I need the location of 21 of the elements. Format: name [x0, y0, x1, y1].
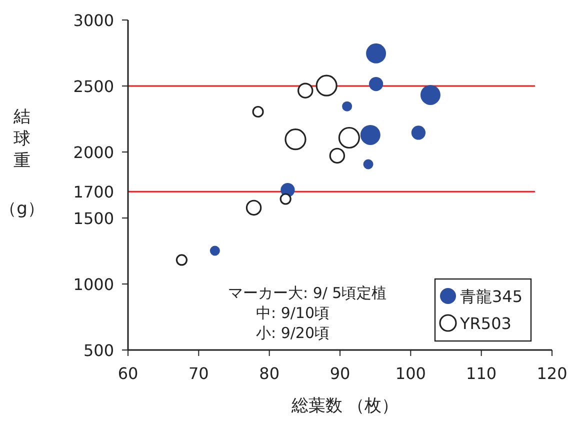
annotation: 小: 9/20頃	[256, 324, 330, 342]
text: 結球重（g）	[0, 107, 44, 219]
ref-line-label: 1700	[73, 182, 114, 202]
legend-label: YR503	[459, 314, 512, 333]
legend-label: 青龍345	[460, 287, 523, 306]
y-tick-label: 1500	[73, 209, 114, 228]
y-tick-label: 500	[83, 341, 114, 360]
y-tick-label: 1000	[73, 275, 114, 294]
x-tick-label: 110	[466, 364, 497, 383]
x-tick-label: 120	[536, 364, 568, 383]
x-axis-title: 総葉数 （枚）	[290, 396, 399, 416]
x-tick-label: 70	[188, 364, 209, 383]
x-tick-label: 100	[395, 364, 426, 383]
x-tick-label: 90	[330, 364, 350, 383]
y-tick-label: 3000	[73, 11, 114, 30]
x-tick-label: 80	[259, 364, 280, 383]
annotation: 中: 9/10頃	[256, 304, 330, 322]
x-tick-label: 60	[118, 364, 138, 383]
y-tick-label: 2000	[73, 143, 114, 162]
annotation: マーカー大: 9/ 5頃定植	[228, 284, 387, 302]
y-tick-label: 2500	[73, 77, 114, 96]
